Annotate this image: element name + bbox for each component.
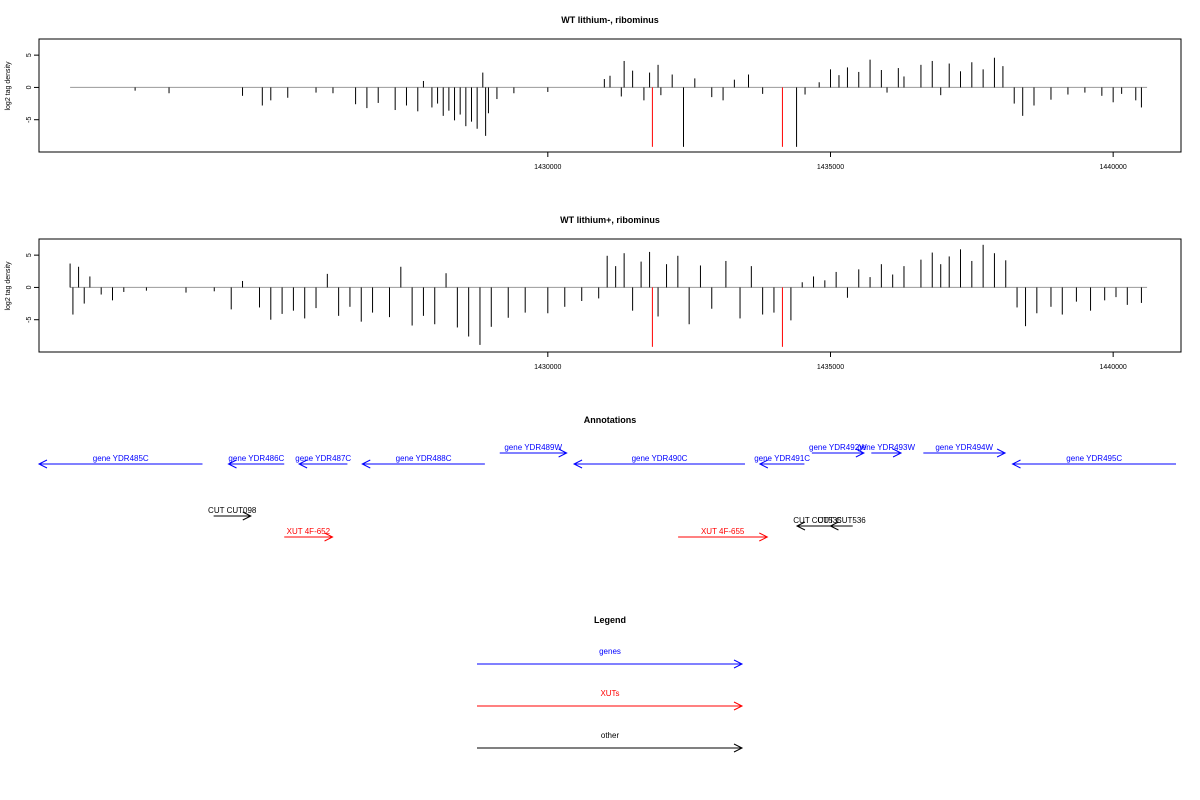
legend-items: genes XUTs other [477, 647, 744, 753]
y-axis-label: log2 tag density [5, 261, 12, 311]
feature-label: gene YDR487C [295, 454, 351, 463]
feature-arrowhead [892, 448, 903, 458]
feature-label: gene YDR492W [809, 443, 867, 452]
feature-label: XUT 4F-652 [287, 527, 331, 536]
feature-gene-ydr492w: gene YDR492W [809, 443, 867, 458]
feature-gene-ydr495c: gene YDR495C [1011, 454, 1176, 469]
panel-title: WT lithium-, ribominus [561, 15, 659, 25]
feature-gene-ydr491c: gene YDR491C [754, 454, 810, 469]
feature-gene-ydr493w: gene YDR493W [857, 443, 915, 458]
legend-item-genes: genes [477, 647, 744, 669]
plot-frame [38, 38, 1182, 153]
feature-arrowhead [829, 521, 839, 531]
feature-label: gene YDR486C [228, 454, 284, 463]
legend-item-other: other [477, 731, 744, 753]
y-axis-label: log2 tag density [5, 61, 12, 111]
feature-arrowhead [572, 459, 583, 469]
feature-label: gene YDR495C [1066, 454, 1122, 463]
feature-cut-cut098: CUT CUT098 [208, 506, 257, 521]
legend-arrowhead [733, 743, 744, 753]
feature-label: XUT 4F-655 [701, 527, 745, 536]
feature-label: gene YDR489W [504, 443, 562, 452]
feature-arrowhead [242, 511, 252, 521]
annotations-track: Annotations gene YDR485C gene YDR486C gene… [37, 415, 1176, 542]
feature-gene-ydr490c: gene YDR490C [572, 454, 745, 469]
legend-label: XUTs [600, 689, 619, 698]
feature-gene-ydr489w: gene YDR489W [499, 443, 568, 458]
feature-label: gene YDR488C [396, 454, 452, 463]
x-tick-label: 1430000 [534, 164, 561, 171]
feature-label: CUT CUT536 [817, 516, 866, 525]
feature-arrowhead [297, 459, 308, 469]
feature-label: gene YDR491C [754, 454, 810, 463]
y-tick-label: 0 [26, 85, 33, 89]
x-tick-label: 1440000 [1100, 164, 1127, 171]
feature-arrowhead [558, 448, 568, 458]
feature-arrowhead [996, 448, 1007, 458]
legend-title: Legend [594, 615, 626, 625]
signal-bars [69, 244, 1142, 347]
feature-arrowhead [759, 532, 769, 542]
feature-label: gene YDR493W [857, 443, 915, 452]
feature-cut-cut536: CUT CUT536 [817, 516, 866, 531]
feature-arrowhead [758, 459, 769, 469]
panel-title: WT lithium+, ribominus [560, 215, 660, 225]
feature-label: CUT CUT535 [793, 516, 842, 525]
feature-gene-ydr485c: gene YDR485C [37, 454, 203, 469]
feature-gene-ydr488c: gene YDR488C [361, 454, 485, 469]
y-tick-label: 5 [26, 253, 33, 257]
feature-xut-4f-655: XUT 4F-655 [678, 527, 769, 542]
feature-xut-4f-652: XUT 4F-652 [284, 527, 334, 542]
feature-gene-ydr487c: gene YDR487C [295, 454, 351, 469]
feature-gene-ydr494w: gene YDR494W [923, 443, 1007, 458]
y-tick-label: -5 [26, 317, 33, 323]
legend-label: genes [599, 647, 621, 656]
feature-arrowhead [227, 459, 237, 469]
feature-arrowhead [37, 459, 48, 469]
panel-lithium-plus: WT lithium+, ribominus log2 tag density … [5, 215, 1182, 371]
x-tick-label: 1435000 [817, 364, 844, 371]
y-tick-label: -5 [26, 117, 33, 123]
feature-label: gene YDR494W [935, 443, 993, 452]
feature-label: CUT CUT098 [208, 506, 257, 515]
x-tick-label: 1435000 [817, 164, 844, 171]
feature-arrowhead [324, 532, 334, 542]
legend-arrowhead [733, 701, 744, 711]
feature-label: gene YDR490C [632, 454, 688, 463]
feature-arrowhead [855, 448, 866, 458]
feature-arrowhead [795, 521, 806, 531]
annotations-title: Annotations [584, 415, 637, 425]
axes-ticks: 1430000 1435000 1440000 -5 0 5 [26, 253, 1148, 371]
legend-label: other [601, 731, 620, 740]
legend: Legend genes XUTs other [477, 615, 744, 753]
plot-frame [38, 238, 1182, 353]
x-tick-label: 1430000 [534, 364, 561, 371]
feature-label: gene YDR485C [93, 454, 149, 463]
signal-bars [134, 57, 1142, 147]
panel-lithium-minus: WT lithium-, ribominus log2 tag density … [5, 15, 1182, 171]
x-tick-label: 1440000 [1100, 364, 1127, 371]
feature-arrows: gene YDR485C gene YDR486C gene YDR487C gene… [37, 443, 1176, 542]
y-tick-label: 5 [26, 53, 33, 57]
legend-arrowhead [733, 659, 744, 669]
feature-arrowhead [1011, 459, 1021, 469]
legend-item-xuts: XUTs [477, 689, 744, 711]
axes-ticks: 1430000 1435000 1440000 -5 0 5 [26, 53, 1148, 171]
feature-arrowhead [361, 459, 371, 469]
y-tick-label: 0 [26, 285, 33, 289]
feature-gene-ydr486c: gene YDR486C [227, 454, 285, 469]
